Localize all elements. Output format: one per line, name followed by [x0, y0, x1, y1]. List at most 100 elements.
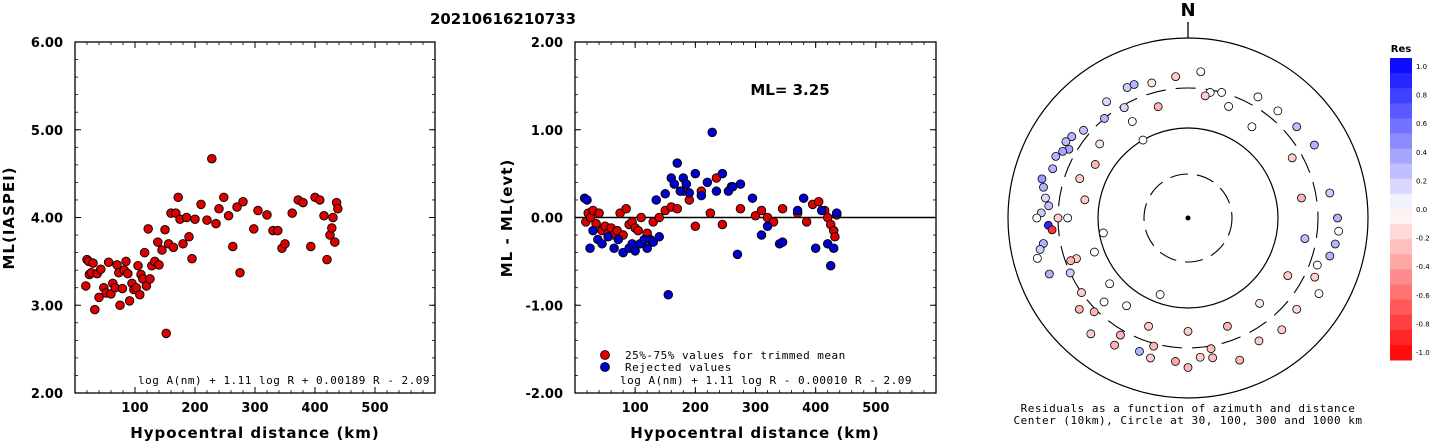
panel2-data-point	[762, 221, 773, 232]
ring-30km	[1143, 173, 1233, 263]
colorbar-cell	[1390, 148, 1412, 165]
colorbar-tick-label: 0.8	[1416, 92, 1427, 100]
polar-station-point	[1127, 117, 1137, 126]
colorbar-cell	[1390, 224, 1412, 240]
panel2-data-point	[732, 249, 743, 260]
polar-station-point	[1171, 357, 1180, 366]
panel1-ytick-label: 4.00	[31, 212, 63, 227]
panel2-ytick-label: 2.00	[531, 36, 563, 51]
panel2-data-point	[648, 237, 658, 247]
polar-station-point	[1206, 344, 1216, 354]
panel1-formula: log A(nm) + 1.11 log R + 0.00189 R - 2.0…	[138, 374, 430, 387]
panel1-data-point	[81, 281, 91, 291]
panel2-ytick-label: 0.00	[531, 212, 563, 227]
panel1-ytick-label: 5.00	[31, 124, 63, 139]
panel1-data-point	[184, 232, 194, 242]
polar-station-point	[1195, 352, 1205, 362]
polar-station-point	[1310, 272, 1320, 282]
polar-station-point	[1171, 72, 1181, 81]
panel2-data-point	[801, 217, 812, 227]
polar-station-point	[1314, 289, 1324, 299]
panel2-data-point	[777, 203, 788, 214]
panel2-data-point	[603, 232, 613, 242]
panel2-data-point	[672, 158, 683, 168]
panel1-data-point	[228, 241, 238, 252]
panel1-data-point	[168, 242, 179, 253]
panel2-data-point	[675, 186, 686, 196]
panel1-data-point	[202, 215, 212, 225]
polar-station-point	[1053, 213, 1063, 223]
colorbar-tick-label: -0.2	[1416, 235, 1430, 243]
panel2-data-point	[756, 230, 767, 240]
panel1-data-point	[207, 153, 217, 164]
polar-station-point	[1058, 146, 1068, 156]
panel2-data-point	[756, 205, 767, 216]
panel2-xtick-label: 500	[862, 401, 889, 416]
polar-station-point	[1155, 290, 1165, 299]
polar-station-point	[1080, 195, 1090, 205]
panel1-data-point	[139, 247, 150, 258]
colorbar-cell	[1390, 254, 1412, 270]
residual-colorbar: Res 1.0 0.8 0.6 0.4 0.2 0.0 -0.2 -0.4 -0.6 -0.8 -1…	[1390, 44, 1430, 361]
panel2-data-point	[681, 179, 692, 189]
panel1-data-point	[181, 212, 192, 223]
panel1-data-point	[214, 203, 224, 214]
polar-station-point	[1300, 234, 1310, 244]
polar-station-point	[1255, 298, 1265, 308]
colorbar-cell	[1390, 209, 1412, 225]
legend-marker-rejected	[600, 362, 610, 372]
colorbar-cell	[1390, 133, 1412, 150]
polar-station-point	[1183, 363, 1193, 372]
polar-station-point	[1309, 140, 1319, 150]
panel1-ytick-label: 2.00	[31, 387, 63, 402]
panel2-data-point	[654, 212, 664, 223]
panel1-data-point	[145, 274, 155, 284]
polar-station-point	[1086, 329, 1096, 339]
polar-station-point	[1273, 106, 1283, 116]
panel1-data-point	[328, 212, 338, 223]
panel1-data-point	[298, 197, 308, 208]
panel2-data-point	[735, 179, 746, 189]
panel2-data-point	[630, 246, 640, 256]
polar-station-point	[1287, 153, 1297, 163]
panel1-data-point	[322, 254, 332, 265]
polar-station-point	[1325, 188, 1335, 198]
polar-station-point	[1102, 97, 1111, 107]
polar-station-point	[1105, 279, 1115, 289]
polar-station-point	[1065, 268, 1075, 278]
polar-station-point	[1144, 321, 1153, 331]
panel1-data-point	[280, 239, 290, 249]
polar-station-point	[1183, 326, 1193, 336]
panel1-data-point	[211, 218, 221, 229]
polar-station-point	[1325, 251, 1335, 261]
colorbar-cell	[1390, 269, 1412, 285]
panel1-data-point	[238, 196, 248, 207]
panel1-data-point	[262, 210, 272, 220]
panel2-data-point	[597, 239, 607, 249]
panel2-data-point	[690, 168, 701, 179]
panel1-data-point	[115, 300, 125, 311]
panel2-data-point	[585, 243, 595, 253]
polar-station-point	[1099, 297, 1109, 307]
panel2-data-point	[825, 261, 836, 271]
ring-100km	[1097, 127, 1279, 309]
panel2-data-point	[828, 243, 839, 253]
azimuth-residual-panel: N Residuals as a function of azimuth and…	[1007, 0, 1369, 427]
polar-station-point	[1077, 288, 1086, 297]
panel1-data-point	[153, 237, 163, 247]
panel2-data-point	[669, 179, 680, 189]
panel2-ytick-label: -2.00	[526, 387, 563, 402]
panel1-data-point	[333, 203, 343, 214]
colorbar-tick-label: 0.0	[1416, 206, 1427, 214]
polar-station-point	[1135, 346, 1144, 356]
panel2-data-point	[654, 232, 664, 242]
panel2-data-point	[777, 237, 788, 247]
colorbar-cell	[1390, 73, 1412, 89]
panel1-data-point	[135, 289, 145, 300]
polar-station-point	[1051, 151, 1061, 161]
polar-station-point	[1089, 307, 1099, 317]
panel1-data-point	[249, 224, 259, 234]
panel2-ylabel: ML - ML(evt)	[498, 159, 516, 277]
polar-station-point	[1041, 193, 1050, 203]
panel1-data-point	[173, 192, 183, 203]
